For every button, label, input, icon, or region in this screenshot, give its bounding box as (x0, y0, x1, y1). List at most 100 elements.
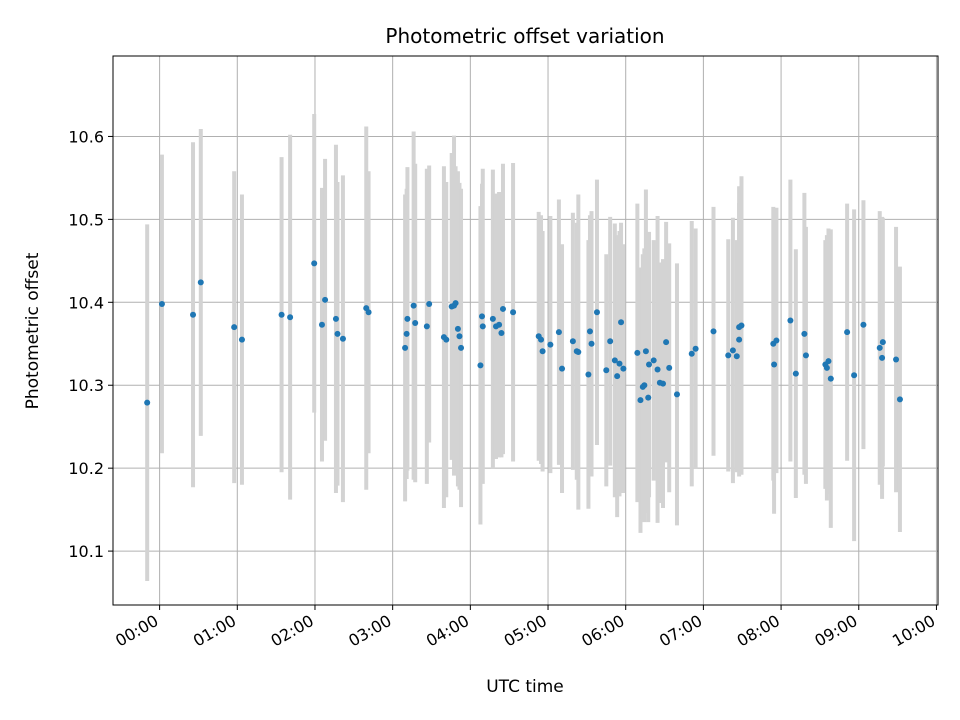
data-point (860, 321, 867, 328)
data-point (825, 358, 832, 365)
data-point (479, 323, 486, 330)
data-point (569, 338, 576, 345)
data-point (423, 323, 430, 330)
data-point (666, 364, 673, 371)
data-point (144, 399, 151, 406)
data-point (404, 315, 411, 322)
data-point (197, 279, 204, 286)
data-point (593, 309, 600, 316)
data-point (618, 319, 625, 326)
data-point (498, 329, 505, 336)
y-axis-label: Photometric offset (23, 252, 43, 409)
data-point (650, 357, 657, 364)
y-tick-label: 10.4 (68, 293, 104, 312)
data-point (332, 315, 339, 322)
data-point (611, 357, 618, 364)
data-point (496, 321, 503, 328)
data-point (792, 370, 799, 377)
data-point (458, 344, 465, 351)
data-point (896, 396, 903, 403)
data-point (879, 339, 886, 346)
data-point (616, 360, 623, 367)
data-point (642, 348, 649, 355)
data-point (452, 300, 459, 307)
data-point (334, 330, 341, 337)
data-point (603, 367, 610, 374)
y-tick-label: 10.2 (68, 459, 104, 478)
chart-title: Photometric offset variation (385, 24, 664, 48)
data-point (688, 350, 695, 357)
data-point (673, 391, 680, 398)
data-point (607, 338, 614, 345)
data-point (287, 314, 294, 321)
plot-area-background (113, 56, 938, 605)
data-point (692, 345, 699, 352)
data-point (801, 330, 808, 337)
data-point (412, 320, 419, 327)
y-tick-label: 10.6 (68, 127, 104, 146)
data-point (190, 311, 197, 318)
data-point (426, 300, 433, 307)
data-point (771, 361, 778, 368)
data-point (736, 336, 743, 343)
data-point (823, 364, 830, 371)
data-point (654, 366, 661, 373)
data-point (660, 380, 666, 387)
data-point (637, 397, 644, 404)
data-point (879, 354, 886, 361)
data-point (614, 373, 621, 380)
data-point (311, 260, 318, 267)
data-point (729, 347, 736, 354)
data-point (403, 330, 410, 337)
data-point (645, 394, 652, 401)
data-point (499, 305, 506, 312)
data-point (802, 352, 809, 359)
y-tick-label: 10.1 (68, 542, 104, 561)
data-point (278, 311, 285, 318)
data-point (646, 361, 653, 368)
data-point (443, 336, 450, 343)
data-point (538, 336, 545, 343)
data-point (733, 353, 740, 360)
data-point (365, 309, 372, 316)
data-point (787, 317, 794, 324)
data-point (641, 382, 648, 389)
data-point (231, 324, 238, 331)
data-point (876, 344, 883, 351)
data-point (402, 344, 409, 351)
y-tick-label: 10.3 (68, 376, 104, 395)
data-point (586, 328, 593, 335)
data-point (454, 325, 461, 332)
data-point (158, 300, 165, 307)
data-point (634, 349, 641, 356)
data-point (738, 322, 745, 329)
data-point (318, 321, 325, 328)
data-point (725, 352, 732, 359)
data-point (588, 340, 595, 347)
data-point (844, 329, 851, 336)
data-point (710, 328, 717, 335)
plot-frame (112, 55, 939, 606)
data-point (489, 315, 496, 322)
data-point (585, 371, 592, 378)
data-point (620, 365, 627, 372)
x-axis-label: UTC time (486, 677, 564, 697)
data-point (238, 336, 245, 343)
data-point (477, 362, 484, 369)
data-point (893, 356, 900, 363)
data-points (144, 260, 903, 406)
data-point (851, 372, 858, 379)
data-point (575, 349, 582, 356)
y-tick-label: 10.5 (68, 210, 104, 229)
data-point (410, 302, 417, 309)
data-point (510, 309, 517, 316)
y-axis: 10.1 10.2 10.3 10.4 10.5 10.6 (68, 127, 113, 561)
data-point (547, 341, 554, 348)
data-point (478, 313, 485, 320)
data-point (773, 337, 780, 344)
data-point (827, 375, 834, 382)
data-point (456, 333, 463, 340)
data-point (539, 348, 546, 355)
data-point (559, 365, 566, 372)
data-point (663, 339, 670, 346)
